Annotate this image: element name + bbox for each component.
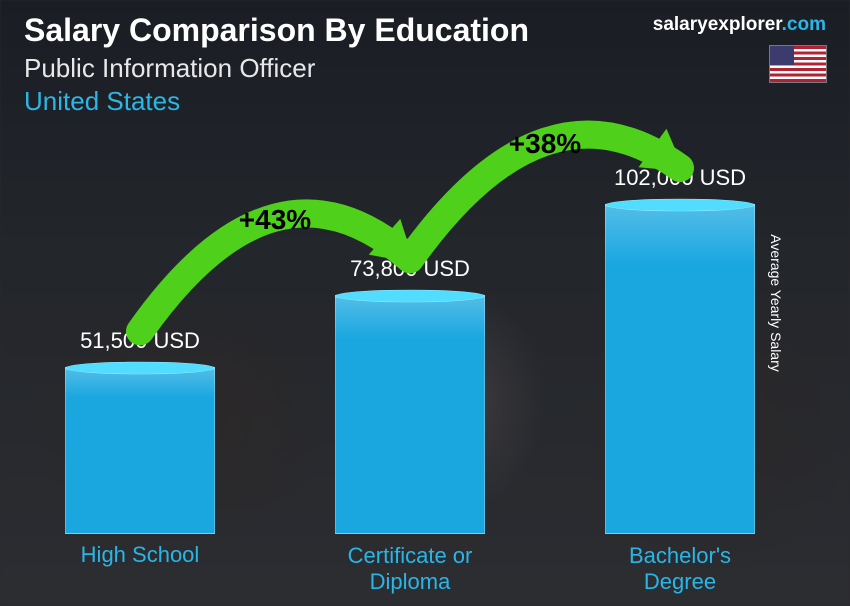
brand-name: salaryexplorer bbox=[653, 14, 782, 35]
chart-country: United States bbox=[24, 86, 826, 117]
brand-label: salaryexplorer.com bbox=[653, 14, 826, 36]
country-flag-icon bbox=[770, 46, 826, 82]
y-axis-label: Average Yearly Salary bbox=[767, 234, 783, 372]
chart-subtitle: Public Information Officer bbox=[24, 53, 826, 84]
increase-pct-label: +43% bbox=[215, 204, 335, 236]
increase-pct-label: +38% bbox=[485, 128, 605, 160]
brand-suffix: .com bbox=[782, 14, 826, 35]
